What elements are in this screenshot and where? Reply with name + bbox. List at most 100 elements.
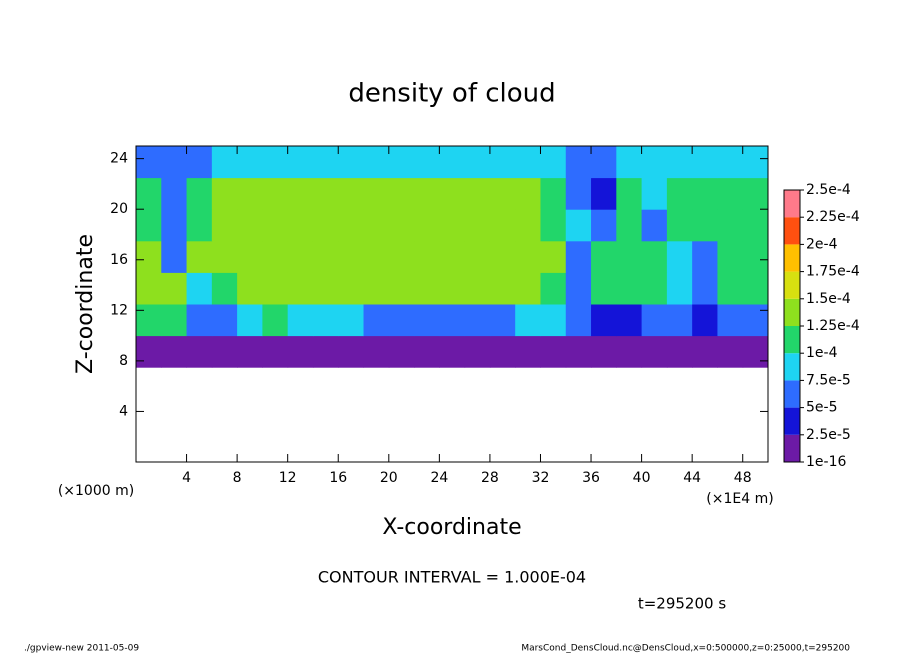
x-tick-label: 8 bbox=[233, 470, 242, 486]
cell bbox=[312, 146, 339, 179]
cell bbox=[439, 304, 466, 337]
cell bbox=[287, 335, 314, 368]
cell bbox=[489, 304, 516, 337]
cell bbox=[616, 177, 643, 210]
cell bbox=[565, 335, 592, 368]
cell bbox=[666, 146, 693, 179]
cell bbox=[540, 177, 567, 210]
cell bbox=[262, 240, 289, 273]
cell bbox=[464, 304, 491, 337]
cell bbox=[717, 177, 744, 210]
colorbar-label: 7.5e-5 bbox=[806, 372, 851, 388]
cell bbox=[262, 335, 289, 368]
colorbar-band bbox=[784, 271, 800, 299]
cell bbox=[388, 177, 415, 210]
cell bbox=[489, 240, 516, 273]
cell bbox=[540, 209, 567, 242]
cell bbox=[287, 146, 314, 179]
cell bbox=[692, 272, 718, 305]
cell bbox=[338, 146, 365, 179]
cell bbox=[666, 335, 693, 368]
cell bbox=[439, 209, 466, 242]
cell bbox=[414, 177, 440, 210]
cell bbox=[414, 209, 440, 242]
cell bbox=[338, 335, 365, 368]
cell bbox=[388, 272, 415, 305]
x-tick-label: 24 bbox=[430, 470, 448, 486]
x-tick-label: 44 bbox=[683, 470, 701, 486]
cell bbox=[287, 177, 314, 210]
cell bbox=[489, 177, 516, 210]
cell bbox=[515, 240, 541, 273]
cell bbox=[262, 177, 289, 210]
cell bbox=[591, 146, 617, 179]
cell bbox=[237, 177, 263, 210]
cell bbox=[186, 209, 213, 242]
cell bbox=[211, 304, 238, 337]
cell bbox=[616, 209, 643, 242]
y-tick-label: 8 bbox=[119, 353, 128, 369]
cell bbox=[136, 146, 162, 179]
cell bbox=[363, 146, 390, 179]
cell bbox=[742, 272, 769, 305]
cell bbox=[439, 240, 466, 273]
colorbar-label: 2.25e-4 bbox=[806, 209, 860, 225]
cell bbox=[312, 209, 339, 242]
cell bbox=[692, 335, 718, 368]
cell bbox=[540, 146, 567, 179]
cell bbox=[692, 177, 718, 210]
cell bbox=[692, 146, 718, 179]
cell bbox=[717, 209, 744, 242]
cell bbox=[742, 240, 769, 273]
cell bbox=[312, 240, 339, 273]
cell bbox=[211, 272, 238, 305]
cell bbox=[489, 272, 516, 305]
cell bbox=[717, 272, 744, 305]
cell bbox=[439, 146, 466, 179]
cell bbox=[641, 240, 668, 273]
colorbar-label: 5e-5 bbox=[806, 400, 837, 416]
cell bbox=[211, 240, 238, 273]
cell bbox=[565, 146, 592, 179]
cell bbox=[717, 304, 744, 337]
cell bbox=[540, 272, 567, 305]
time-label: t=295200 s bbox=[638, 595, 726, 613]
x-tick-label: 4 bbox=[182, 470, 191, 486]
colorbar-band bbox=[784, 190, 800, 218]
cell bbox=[338, 272, 365, 305]
cell bbox=[616, 335, 643, 368]
y-unit: (×1000 m) bbox=[58, 483, 134, 499]
cell bbox=[666, 209, 693, 242]
cell bbox=[591, 272, 617, 305]
cell bbox=[692, 240, 718, 273]
y-tick-label: 16 bbox=[110, 252, 128, 268]
cell bbox=[338, 177, 365, 210]
cell bbox=[489, 209, 516, 242]
cell bbox=[186, 177, 213, 210]
cell bbox=[414, 272, 440, 305]
cell bbox=[565, 240, 592, 273]
cell bbox=[388, 304, 415, 337]
cell bbox=[742, 335, 769, 368]
x-tick-label: 20 bbox=[380, 470, 398, 486]
x-tick-label: 12 bbox=[279, 470, 297, 486]
cell bbox=[338, 304, 365, 337]
cell bbox=[262, 146, 289, 179]
cell bbox=[262, 304, 289, 337]
cell bbox=[237, 209, 263, 242]
cell bbox=[666, 240, 693, 273]
colorbar-band bbox=[784, 380, 800, 408]
cell bbox=[414, 240, 440, 273]
chart-title: density of cloud bbox=[348, 79, 555, 109]
cell bbox=[591, 177, 617, 210]
cell bbox=[211, 146, 238, 179]
x-unit: (×1E4 m) bbox=[706, 491, 773, 507]
cell bbox=[464, 272, 491, 305]
cell bbox=[666, 272, 693, 305]
cell bbox=[489, 146, 516, 179]
colorbar-band bbox=[784, 407, 800, 435]
cell bbox=[666, 177, 693, 210]
x-axis-label: X-coordinate bbox=[382, 515, 521, 540]
cell bbox=[515, 272, 541, 305]
cell bbox=[363, 209, 390, 242]
